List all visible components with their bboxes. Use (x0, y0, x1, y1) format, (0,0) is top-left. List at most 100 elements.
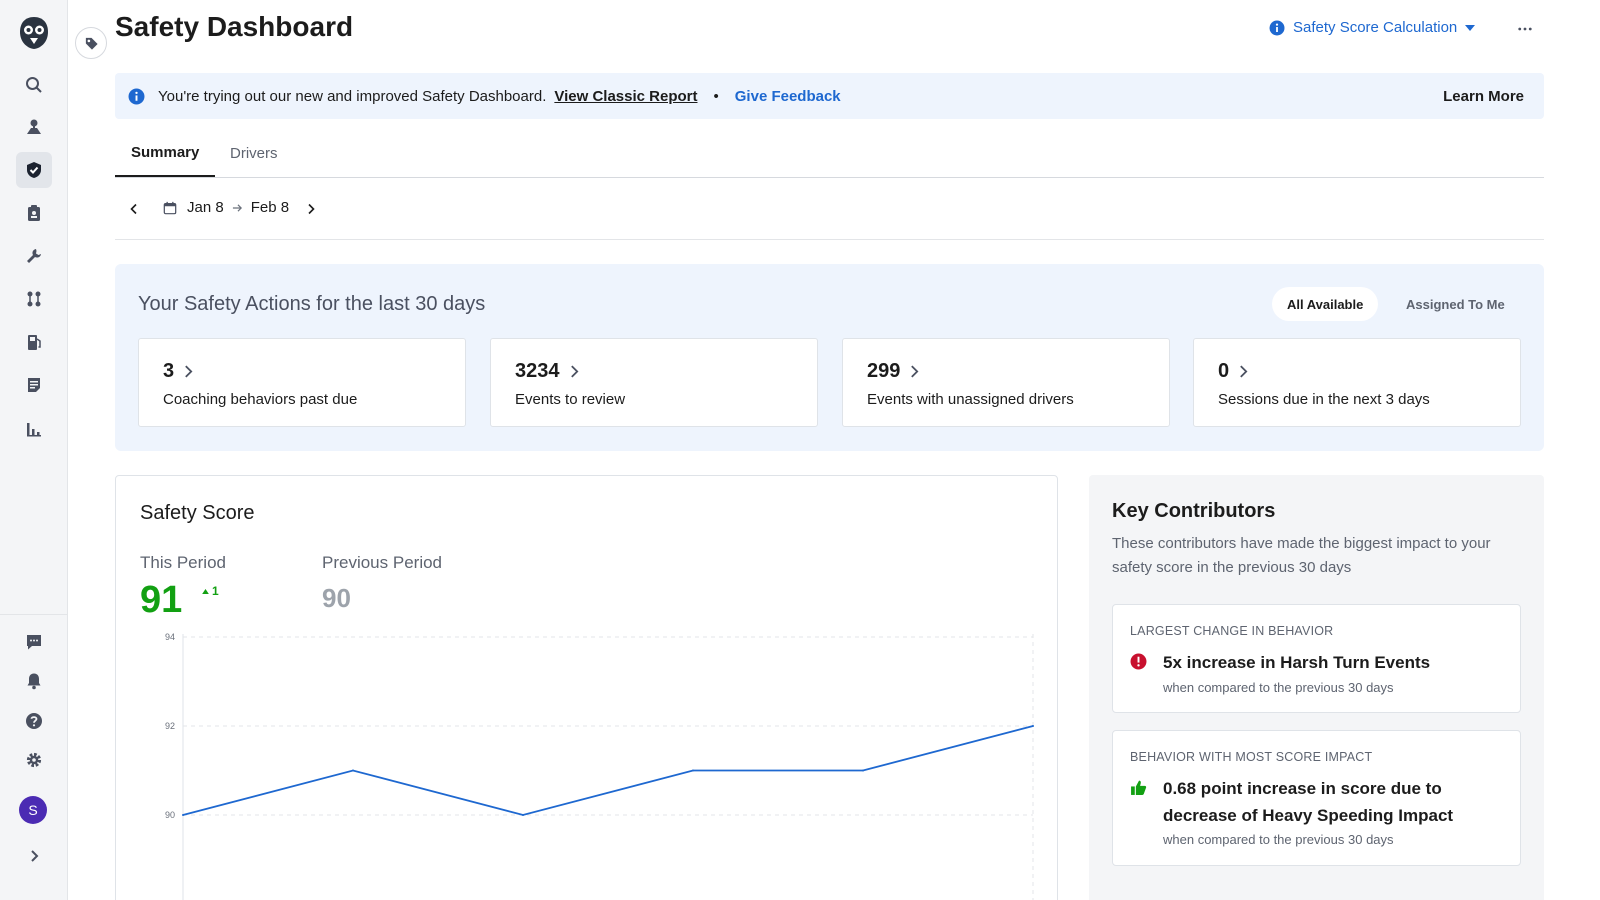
info-icon (128, 88, 145, 104)
bell-icon (27, 673, 41, 690)
contributor-card-most-impact[interactable]: BEHAVIOR WITH MOST SCORE IMPACT 0.68 poi… (1112, 730, 1521, 866)
routes-icon (27, 291, 41, 307)
tag-icon (85, 37, 98, 50)
clipboard-icon (28, 205, 40, 221)
sidebar-maintenance[interactable] (16, 238, 52, 274)
sidebar-safety[interactable] (16, 152, 52, 188)
score-delta: 1 (202, 584, 219, 598)
info-banner: You're trying out our new and improved S… (115, 73, 1544, 119)
action-card-label: Events to review (515, 391, 626, 408)
tag-button[interactable] (75, 27, 107, 59)
sidebar-reports[interactable] (16, 411, 52, 447)
sidebar-alerts[interactable] (16, 663, 52, 699)
date-range-start: Jan 8 (187, 199, 224, 216)
contributor-headline: 0.68 point increase in score due to decr… (1163, 779, 1454, 825)
give-feedback-link[interactable]: Give Feedback (734, 87, 841, 105)
contributor-subtext: when compared to the previous 30 days (1163, 832, 1394, 847)
sidebar-help[interactable] (16, 703, 52, 739)
tab-summary[interactable]: Summary (115, 130, 216, 177)
sidebar-documents[interactable] (16, 367, 52, 403)
action-card-value: 3234 (515, 360, 560, 382)
key-contributors-title: Key Contributors (1112, 500, 1276, 522)
gear-icon (26, 752, 42, 768)
sidebar-search[interactable] (16, 67, 52, 103)
action-card-value: 299 (867, 360, 901, 382)
contributor-caption: LARGEST CHANGE IN BEHAVIOR (1130, 624, 1334, 638)
safety-shield-icon (27, 162, 41, 178)
brand-logo-icon[interactable] (17, 15, 51, 51)
date-range-end: Feb 8 (250, 199, 290, 216)
more-horizontal-icon (1518, 27, 1532, 31)
chevron-right-icon (570, 365, 578, 378)
next-period-button[interactable] (300, 198, 322, 220)
sidebar-expand[interactable] (16, 838, 52, 874)
chevron-right-icon (31, 850, 39, 862)
map-pin-icon (27, 119, 41, 134)
avatar[interactable]: S (19, 796, 47, 824)
chevron-right-icon (185, 365, 193, 378)
safety-score-title: Safety Score (140, 502, 255, 524)
sidebar: S (0, 0, 68, 900)
safety-score-calculation-dropdown[interactable]: Safety Score Calculation (1269, 19, 1476, 36)
action-card-unassigned-drivers[interactable]: 299 Events with unassigned drivers (842, 338, 1170, 427)
sidebar-map[interactable] (16, 109, 52, 145)
contributor-headline: 5x increase in Harsh Turn Events (1163, 653, 1431, 672)
previous-period-value: 90 (322, 583, 351, 613)
action-card-label: Coaching behaviors past due (163, 391, 358, 408)
chart-data-point[interactable] (182, 814, 184, 816)
banner-message: You're trying out our new and improved S… (158, 87, 547, 105)
chart-data-point[interactable] (522, 814, 524, 816)
filter-assigned-to-me[interactable]: Assigned To Me (1406, 296, 1505, 312)
safety-score-panel: 94 92 90 Safety Score This Period 91 1 Pre… (115, 475, 1058, 900)
contributor-caption: BEHAVIOR WITH MOST SCORE IMPACT (1130, 750, 1373, 764)
more-options-button[interactable] (1512, 18, 1538, 40)
action-card-events-to-review[interactable]: 3234 Events to review (490, 338, 818, 427)
calendar-icon (163, 201, 177, 214)
chart-data-point[interactable] (352, 769, 354, 772)
chevron-right-icon (1240, 365, 1248, 378)
previous-period-button[interactable] (123, 198, 145, 220)
this-period-value: 91 (140, 579, 183, 621)
learn-more-link[interactable]: Learn More (1443, 87, 1524, 105)
chart-y-tick-label: 92 (165, 721, 175, 731)
view-classic-report-link[interactable]: View Classic Report (554, 87, 698, 105)
help-icon (26, 713, 42, 729)
chevron-right-icon (911, 365, 919, 378)
action-card-label: Events with unassigned drivers (867, 391, 1074, 408)
caret-down-icon (1465, 24, 1476, 31)
date-range-picker[interactable]: Jan 8 Feb 8 (163, 199, 289, 216)
banner-separator: • (713, 87, 719, 105)
chart-y-tick-label: 94 (165, 632, 175, 642)
reports-icon (27, 423, 41, 437)
date-range-bar: Jan 8 Feb 8 (115, 178, 1544, 240)
sidebar-compliance[interactable] (16, 195, 52, 231)
chart-data-point[interactable] (692, 769, 694, 772)
chevron-right-icon (308, 203, 315, 215)
action-card-sessions-due[interactable]: 0 Sessions due in the next 3 days (1193, 338, 1521, 427)
score-delta-value: 1 (212, 584, 219, 598)
sidebar-routes[interactable] (16, 281, 52, 317)
caret-up-icon (202, 588, 209, 594)
sidebar-divider (0, 614, 68, 615)
action-card-label: Sessions due in the next 3 days (1218, 391, 1430, 408)
sidebar-settings[interactable] (16, 742, 52, 778)
tab-drivers[interactable]: Drivers (230, 145, 278, 162)
chart-data-point[interactable] (1032, 725, 1034, 727)
contributor-card-largest-change[interactable]: LARGEST CHANGE IN BEHAVIOR 5x increase i… (1112, 604, 1521, 713)
contributor-subtext: when compared to the previous 30 days (1163, 680, 1394, 695)
safety-actions-title: Your Safety Actions for the last 30 days (138, 293, 486, 315)
filter-all-available[interactable]: All Available (1272, 287, 1379, 321)
chart-data-point[interactable] (862, 769, 864, 772)
safety-score-calculation-label: Safety Score Calculation (1293, 19, 1458, 36)
tab-bar: Summary Drivers (115, 130, 1544, 178)
chart-y-tick-label: 90 (165, 810, 175, 820)
sidebar-fuel[interactable] (16, 324, 52, 360)
wrench-icon (27, 249, 41, 263)
search-icon (26, 77, 42, 93)
sidebar-messages[interactable] (16, 624, 52, 660)
arrow-right-icon (232, 203, 242, 212)
thumbs-up-icon (1131, 780, 1147, 795)
fuel-icon (28, 335, 41, 350)
key-contributors-description: These contributors have made the biggest… (1112, 535, 1491, 576)
action-card-coaching-past-due[interactable]: 3 Coaching behaviors past due (138, 338, 466, 427)
